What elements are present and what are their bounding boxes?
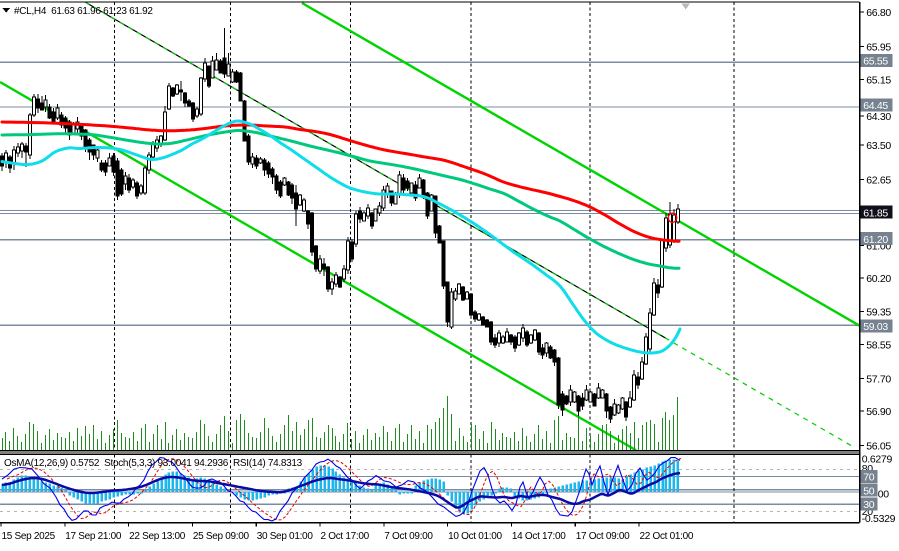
svg-text:14 Oct 17:00: 14 Oct 17:00 [512, 531, 566, 542]
svg-text:7 Oct 09:00: 7 Oct 09:00 [384, 531, 433, 542]
svg-text:57.70: 57.70 [866, 374, 891, 386]
svg-text:56.90: 56.90 [866, 406, 891, 418]
svg-text:10 Oct 01:00: 10 Oct 01:00 [448, 531, 502, 542]
svg-text:60.20: 60.20 [866, 273, 891, 285]
svg-text:0.6279: 0.6279 [862, 454, 893, 466]
svg-text:62.65: 62.65 [866, 175, 891, 187]
svg-text:64.45: 64.45 [863, 100, 888, 112]
svg-text:65.15: 65.15 [866, 75, 891, 87]
svg-text:58.55: 58.55 [866, 340, 891, 352]
svg-text:20: 20 [862, 506, 874, 518]
svg-text:80: 80 [862, 463, 874, 475]
svg-text:50: 50 [863, 485, 875, 497]
svg-text:59.03: 59.03 [863, 321, 888, 333]
svg-text:25 Sep 09:00: 25 Sep 09:00 [193, 531, 250, 542]
svg-text:OsMA(12,26,9) 0.5752 Stoch(5,: OsMA(12,26,9) 0.5752 Stoch(5,3,3) 93.004… [4, 458, 303, 469]
svg-text:17 Oct 09:00: 17 Oct 09:00 [576, 531, 630, 542]
svg-text:17 Sep 21:00: 17 Sep 21:00 [65, 531, 122, 542]
svg-text:61.85: 61.85 [863, 207, 888, 219]
svg-text:22 Sep 13:00: 22 Sep 13:00 [129, 531, 186, 542]
svg-text:70: 70 [863, 472, 875, 484]
svg-text:65.55: 65.55 [863, 56, 888, 68]
svg-text:66.80: 66.80 [866, 7, 891, 19]
svg-text:-0.5329: -0.5329 [862, 513, 896, 525]
svg-text:22 Oct 01:00: 22 Oct 01:00 [640, 531, 694, 542]
svg-text:00: 00 [878, 489, 890, 501]
svg-text:#CL,H4 61.63 61.96 61.23 61.9: #CL,H4 61.63 61.96 61.23 61.92 [14, 6, 153, 17]
svg-text:2 Oct 17:00: 2 Oct 17:00 [321, 531, 370, 542]
svg-text:65.95: 65.95 [866, 42, 891, 54]
svg-text:63.50: 63.50 [866, 140, 891, 152]
svg-text:59.35: 59.35 [866, 307, 891, 319]
svg-text:30: 30 [863, 499, 875, 511]
svg-text:64.30: 64.30 [866, 111, 891, 123]
svg-text:56.05: 56.05 [866, 440, 891, 452]
svg-text:61.20: 61.20 [863, 234, 888, 246]
svg-text:30 Sep 01:00: 30 Sep 01:00 [257, 531, 314, 542]
svg-text:15 Sep 2025: 15 Sep 2025 [2, 531, 56, 542]
